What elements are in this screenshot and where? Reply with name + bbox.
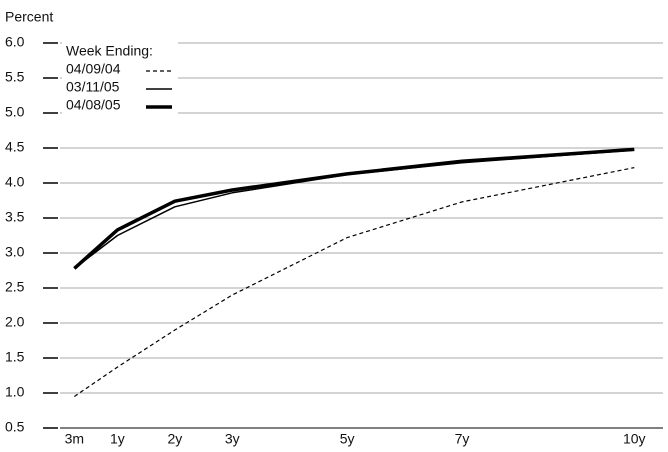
- legend-background: [62, 42, 178, 116]
- y-tick-label: 5.5: [5, 69, 25, 85]
- series-line: [73, 147, 635, 270]
- x-tick-label: 1y: [110, 431, 125, 447]
- legend-label: 03/11/05: [66, 79, 120, 95]
- y-tick-label: 2.5: [5, 279, 25, 295]
- x-tick-label: 3m: [65, 431, 84, 447]
- y-tick-label: 5.0: [5, 104, 25, 120]
- y-tick-label: 1.5: [5, 349, 25, 365]
- y-tick-label: 3.0: [5, 244, 25, 260]
- x-tick-label: 5y: [340, 431, 355, 447]
- x-tick-label: 10y: [623, 431, 646, 447]
- y-tick-label: 4.5: [5, 139, 25, 155]
- legend-label: 04/09/04: [66, 61, 121, 77]
- x-tick-label: 7y: [455, 431, 470, 447]
- legend-title: Week Ending:: [66, 43, 153, 59]
- x-tick-label: 2y: [167, 431, 182, 447]
- x-tick-label: 3y: [225, 431, 240, 447]
- y-axis-label: Percent: [5, 9, 53, 25]
- series-line: [74, 167, 635, 397]
- y-tick-label: 2.0: [5, 314, 25, 330]
- y-tick-label: 4.0: [5, 174, 25, 190]
- y-tick-label: 0.5: [5, 419, 25, 435]
- y-tick-label: 3.5: [5, 209, 25, 225]
- legend-label: 04/08/05: [66, 97, 121, 113]
- y-tick-label: 6.0: [5, 34, 25, 50]
- y-tick-label: 1.0: [5, 384, 25, 400]
